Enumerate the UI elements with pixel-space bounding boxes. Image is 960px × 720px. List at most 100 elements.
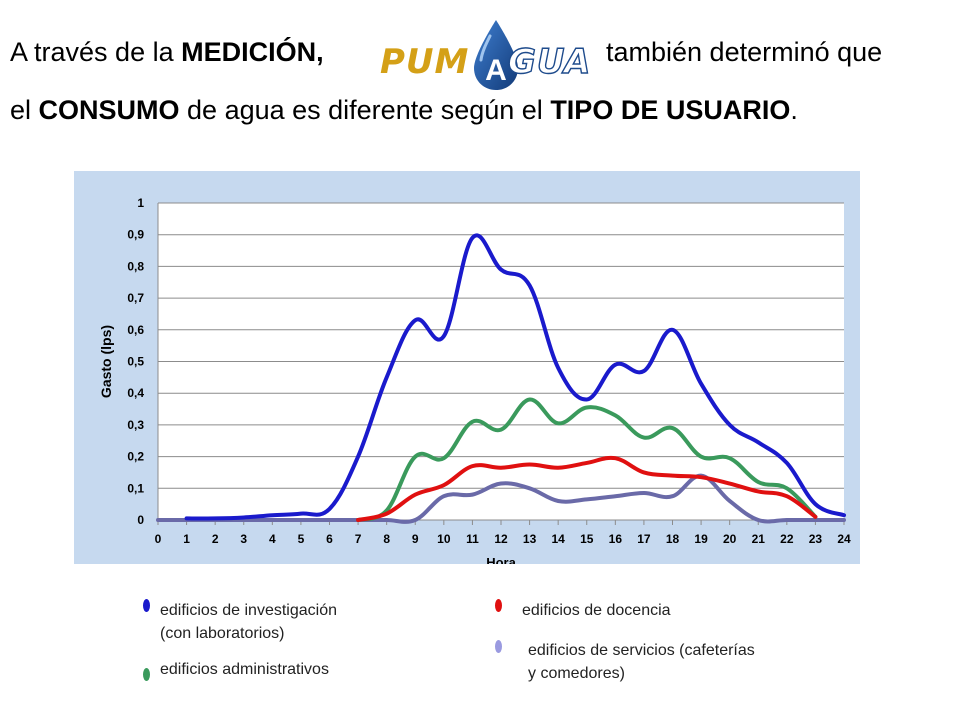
data-point-servicios: [499, 481, 503, 486]
x-tick-label: 17: [637, 532, 651, 546]
data-point-investigacion: [299, 512, 303, 516]
data-point-docencia: [527, 462, 532, 467]
legend-marker-docencia: [495, 599, 502, 612]
x-tick-label: 20: [723, 532, 737, 546]
data-point-docencia: [785, 494, 789, 498]
legend-marker-servicios: [495, 640, 502, 653]
data-point-servicios: [728, 499, 732, 503]
data-point-administrativos: [442, 456, 446, 460]
legend-item-servicios: edificios de servicios (cafeterías y com…: [528, 639, 755, 685]
data-point-investigacion: [385, 375, 389, 379]
data-point-servicios: [613, 494, 617, 498]
x-tick-label: 8: [383, 532, 390, 546]
data-point-docencia: [699, 475, 703, 479]
logo-text-left: PUM: [380, 42, 470, 82]
x-tick-label: 14: [551, 532, 565, 546]
data-point-servicios: [756, 518, 760, 522]
y-tick-label: 0,9: [127, 228, 144, 242]
data-point-docencia: [499, 466, 503, 470]
data-point-docencia: [756, 489, 760, 494]
data-point-investigacion: [184, 516, 189, 521]
headline-text: de agua es diferente según el: [179, 95, 551, 125]
data-point-administrativos: [728, 456, 732, 460]
y-tick-label: 0,3: [127, 418, 144, 432]
headline-emphasis-consumo: CONSUMO: [38, 95, 180, 125]
data-point-docencia: [670, 474, 675, 478]
legend-label: edificios de docencia: [522, 602, 671, 619]
x-tick-label: 0: [155, 532, 162, 546]
data-point-administrativos: [756, 480, 760, 484]
data-point-servicios: [442, 494, 446, 498]
x-tick-label: 18: [666, 532, 680, 546]
logo-text-right: GUA: [507, 41, 592, 82]
data-point-servicios: [299, 518, 303, 522]
x-tick-label: 22: [780, 532, 794, 546]
data-point-servicios: [813, 518, 818, 522]
headline-line-1: A través de la MEDICIÓN,: [10, 36, 324, 68]
legend-marker-investigacion: [143, 599, 150, 612]
x-tick-label: 6: [326, 532, 333, 546]
data-point-servicios: [785, 518, 789, 522]
legend-marker-administrativos: [143, 668, 150, 681]
data-point-investigacion: [356, 455, 360, 459]
data-point-servicios: [842, 518, 846, 522]
data-point-administrativos: [699, 455, 703, 459]
legend-label: edificios de servicios (cafeterías: [528, 642, 755, 659]
data-point-investigacion: [556, 366, 560, 370]
logo-drop-letter: A: [485, 54, 507, 87]
data-point-docencia: [442, 483, 446, 487]
x-tick-label: 2: [212, 532, 219, 546]
data-point-investigacion: [527, 283, 532, 288]
data-point-investigacion: [642, 369, 646, 373]
x-tick-label: 21: [752, 532, 766, 546]
data-point-docencia: [556, 466, 560, 470]
headline-text: el: [10, 95, 39, 125]
x-tick-label: 24: [837, 532, 851, 546]
data-point-investigacion: [813, 502, 818, 506]
x-tick-label: 11: [466, 532, 479, 546]
x-tick-label: 23: [809, 532, 823, 546]
data-point-administrativos: [499, 428, 503, 432]
legend-item-docencia: edificios de docencia: [522, 599, 671, 622]
data-point-servicios: [270, 518, 274, 522]
legend-item-investigacion: edificios de investigación (con laborato…: [160, 599, 337, 645]
y-tick-label: 0: [137, 513, 144, 527]
data-point-investigacion: [499, 267, 503, 272]
x-tick-label: 10: [437, 532, 451, 546]
data-point-investigacion: [242, 515, 246, 520]
data-point-docencia: [413, 493, 417, 497]
data-point-investigacion: [270, 513, 274, 517]
data-point-servicios: [585, 497, 589, 501]
headline-text: .: [790, 95, 798, 125]
pumagua-logo: PUM A GUA: [380, 18, 600, 94]
y-tick-label: 0,6: [127, 323, 144, 337]
data-point-docencia: [813, 515, 818, 519]
y-tick-label: 0,7: [127, 291, 144, 305]
data-point-investigacion: [785, 461, 789, 465]
x-tick-label: 13: [523, 532, 537, 546]
x-tick-label: 5: [298, 532, 305, 546]
data-point-servicios: [527, 486, 532, 490]
y-tick-label: 0,2: [127, 450, 144, 464]
data-point-docencia: [470, 464, 475, 468]
x-tick-label: 1: [183, 532, 190, 546]
data-point-servicios: [556, 499, 560, 503]
data-point-investigacion: [613, 363, 617, 367]
data-point-administrativos: [470, 420, 475, 424]
y-axis-label: Gasto (lps): [98, 325, 114, 398]
headline-text: A través de la: [10, 37, 182, 67]
data-point-servicios: [642, 491, 646, 495]
y-tick-label: 0,1: [127, 481, 144, 495]
x-tick-label: 7: [355, 532, 362, 546]
water-consumption-chart: 00,10,20,30,40,50,60,70,80,910 1 2 3 4 5 6 7 8 9 1…: [98, 196, 851, 564]
data-point-servicios: [670, 494, 675, 498]
data-point-servicios: [470, 493, 475, 497]
data-point-investigacion: [470, 236, 475, 240]
x-tick-label: 16: [609, 532, 623, 546]
data-point-administrativos: [670, 426, 675, 430]
data-point-investigacion: [213, 516, 217, 521]
legend-label: y comedores): [528, 665, 625, 682]
data-point-administrativos: [527, 397, 532, 402]
data-point-servicios: [156, 518, 160, 522]
legend-label: edificios administrativos: [160, 661, 329, 678]
